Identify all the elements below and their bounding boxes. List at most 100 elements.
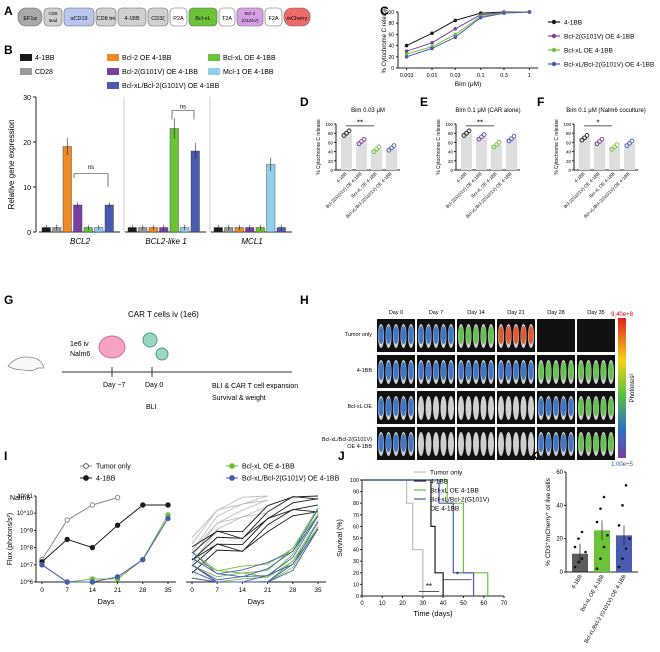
data-point	[627, 140, 632, 146]
data-point	[617, 565, 621, 569]
data-point	[453, 32, 458, 37]
data-point	[597, 139, 602, 144]
y-tick-label: 10^8	[20, 546, 33, 552]
data-point	[374, 146, 379, 152]
data-point	[621, 557, 624, 560]
construct-segment	[117, 7, 147, 27]
legend-label: Bcl-2(G101V) OE 4-1BB	[564, 34, 634, 41]
legend-label: CD28	[35, 69, 53, 76]
bli-signal	[600, 434, 607, 452]
y-axis-label: Relative gene expression	[7, 120, 16, 210]
panel-k-chart: 0 20 40 60 % CD3⁺/mCherry⁺ of live cells 4-1B…	[545, 470, 638, 645]
bli-signal	[498, 326, 504, 344]
x-tick-label: 21	[114, 587, 122, 594]
bli-signal	[448, 362, 454, 380]
bli-signal	[480, 362, 487, 380]
bli-signal	[498, 362, 504, 380]
data-point	[430, 41, 434, 45]
x-tick-label: 30	[420, 601, 427, 607]
panel-d-chart: Bim 0.03 μM 0 20 40 60 80 100% Cytochrome C re…	[316, 108, 400, 219]
legend-label: Bcl-2 OE 4-1BB	[122, 55, 172, 62]
construct-segment	[95, 7, 117, 27]
series-line	[406, 11, 530, 47]
data-point	[612, 144, 617, 150]
construct-segment-label: lead	[49, 18, 58, 23]
individual-trace	[191, 512, 268, 564]
individual-trace	[191, 499, 268, 551]
bli-signal	[578, 398, 584, 416]
series-line	[41, 504, 168, 563]
construct-segment-label: Bcl-2	[245, 11, 256, 16]
y-tick-label: 40	[566, 150, 572, 155]
scale-max-label: 9.40e+8	[611, 312, 634, 318]
x-tick-label: 70	[501, 601, 508, 607]
legend-label: 4-1BB	[35, 55, 55, 62]
data-point	[580, 530, 584, 534]
legend-label: Bcl-xL/Bcl-2(G101V) OE 4-1BB	[122, 83, 220, 90]
x-tick-label: 20	[399, 601, 406, 607]
bli-signal	[385, 398, 392, 416]
bar	[169, 128, 179, 233]
bar	[476, 136, 487, 170]
bli-signal	[385, 362, 392, 380]
mouse-silhouette	[465, 432, 472, 456]
data-point	[584, 133, 590, 138]
x-tick-label: 0	[190, 587, 194, 594]
bli-signal	[593, 434, 599, 452]
data-point	[346, 128, 352, 134]
bli-signal	[393, 326, 399, 344]
construct-segment	[147, 7, 169, 27]
y-tick-label: 50	[353, 536, 359, 542]
group-label: MCL1	[241, 237, 262, 246]
y-tick-label: 10^7	[20, 563, 33, 569]
y-tick-label: 100	[386, 10, 395, 16]
bli-signal	[458, 326, 464, 344]
data-point	[453, 27, 458, 31]
bli-signal	[433, 362, 439, 380]
y-tick-label: 0	[356, 594, 359, 600]
data-point	[606, 534, 609, 537]
bli-signal	[473, 362, 479, 380]
individual-trace	[191, 521, 319, 583]
legend-label: Bcl-xL OE 4-1BB	[430, 488, 479, 495]
x-axis-label: Days	[97, 597, 114, 606]
data-point	[624, 484, 628, 487]
y-axis-label: Flux (photons/s²)	[7, 513, 14, 566]
individual-trace	[191, 495, 268, 545]
data-point	[461, 133, 467, 138]
y-tick-label: 80	[328, 131, 334, 136]
bli-signal	[480, 326, 487, 344]
bli-signal	[553, 398, 559, 416]
bar	[594, 530, 610, 572]
bli-signal	[400, 398, 407, 416]
mouse-silhouette	[433, 432, 439, 456]
individual-trace	[191, 499, 268, 552]
panel-label-a: A	[4, 4, 13, 18]
x-tick-label: 35	[314, 587, 322, 594]
panel-label-j: J	[338, 449, 345, 463]
mouse-silhouette	[418, 432, 424, 456]
mouse-silhouette	[480, 432, 487, 456]
data-point	[496, 140, 502, 145]
legend-label: Tumor only	[430, 470, 463, 477]
mouse-silhouette	[440, 396, 447, 420]
bar	[73, 204, 83, 233]
y-tick-label: 60	[556, 470, 563, 476]
bli-signal	[513, 362, 519, 380]
construct-segment-label: EF1α	[23, 16, 37, 22]
chart-title: Bim 0.03 μM	[351, 108, 385, 114]
individual-trace	[191, 515, 319, 581]
bli-signal	[408, 362, 414, 380]
data-point	[527, 10, 532, 14]
legend-marker	[551, 19, 557, 25]
data-point	[359, 139, 364, 144]
construct-segment-label: P2A	[173, 16, 184, 22]
series-line	[406, 11, 530, 55]
legend-label: OE 4-1BB	[430, 506, 459, 513]
individual-trace	[191, 509, 319, 575]
y-tick-label: 90	[353, 490, 359, 496]
x-tick-label: 4-1BB	[455, 171, 467, 183]
bli-signal	[553, 434, 559, 452]
data-point	[478, 15, 483, 20]
x-axis-label: Days	[247, 597, 264, 606]
